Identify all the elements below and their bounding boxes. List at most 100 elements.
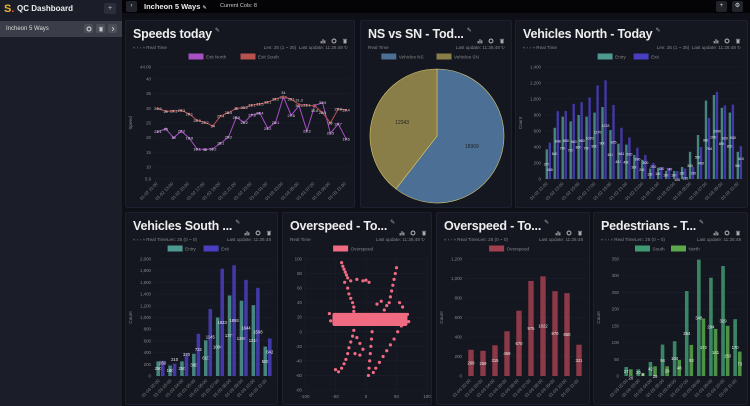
edit-icon[interactable]: ✎ [202,5,207,11]
y-tick-label: -80 [296,388,303,393]
data-label: 300 [631,166,637,170]
data-point [321,101,324,104]
data-label: 28.4 [256,112,263,116]
chart-type-icon[interactable] [477,31,483,49]
legend-label: Entry [185,247,196,252]
data-point [305,103,309,107]
edit-icon[interactable]: ✎ [235,220,241,226]
edit-icon[interactable]: ✎ [466,28,472,34]
bar [251,305,256,376]
legend-swatch [489,245,505,252]
data-label: 33.1 [288,98,295,102]
data-label: 294 [707,324,715,329]
trash-icon[interactable] [499,31,505,49]
settings-icon[interactable] [724,223,730,241]
trash-icon[interactable] [577,223,583,241]
settings-icon[interactable] [255,223,261,241]
y-tick-label: 100 [612,340,620,345]
data-point [321,111,324,114]
chart-type-icon[interactable] [713,31,719,49]
chart: Entry Exit 0 200 400 600 800 1,000 1,200 1,400 1,6… [128,245,274,398]
trash-icon[interactable] [735,31,741,49]
y-tick-label: 0 [460,374,463,379]
trash-icon[interactable] [421,223,427,241]
bar [641,373,645,376]
chart-panel: Speeds today ✎ « ‹ › » Real Time Len: 25 (… [125,20,355,208]
trash-icon[interactable] [342,31,348,49]
nav-controls[interactable]: « ‹ › » Real Time [133,45,167,50]
legend-swatch [203,245,219,252]
data-label: 29.8 [335,107,342,111]
data-label: 30.9 [295,104,302,108]
bar [172,363,177,376]
nav-controls[interactable]: « ‹ › » Real TimeLen: 25 (0 ~ 0) [133,237,197,242]
nav-controls[interactable]: « ‹ › » Real TimeLen: 25 (0 ~ 0) [444,237,508,242]
legend-label: Exit North [206,55,227,60]
chart-type-icon[interactable] [399,223,405,241]
data-label: 30.2 [240,106,247,110]
panel-title-text: Vehicles South ... [133,219,233,233]
bar [504,331,510,376]
chart-type-icon[interactable] [555,223,561,241]
settings-icon[interactable] [566,223,572,241]
bar [593,112,596,179]
panel-title: Vehicles South ... ✎ [133,219,240,233]
chart-type-icon[interactable] [713,223,719,241]
data-label: 140 [655,172,661,176]
edit-icon[interactable]: ✎ [699,220,705,226]
panel-title: Vehicles North - Today ✎ [523,27,660,41]
data-label: 27.8 [248,113,255,117]
data-point [211,147,214,150]
scatter-point [347,292,351,296]
y-tick-label: 600 [455,315,463,320]
bar [552,291,558,376]
settings-icon[interactable] [410,223,416,241]
data-label: 22.3 [303,129,310,133]
chart-type-icon[interactable] [320,31,326,49]
nav-controls[interactable]: Real Time [290,237,311,242]
data-point [203,148,207,151]
trash-icon[interactable] [266,223,272,241]
data-point [219,114,222,118]
data-label: 459 [504,351,512,356]
nav-controls[interactable]: « ‹ › » Real Time [523,45,557,50]
scatter-point [349,279,353,283]
last-update: Last update: 11:26:48 ↻ [375,237,425,242]
data-label: 8 [642,372,645,377]
edit-icon[interactable]: ✎ [390,220,396,226]
data-label: 21.5 [327,132,334,136]
back-button[interactable]: ‹ [126,1,137,12]
edit-icon[interactable]: ✎ [544,220,550,226]
trash-icon[interactable] [735,223,741,241]
settings-icon[interactable] [488,31,494,49]
data-label: 940 [571,140,577,144]
data-label: 150 [690,172,696,176]
data-label: 29 [164,110,168,114]
add-chart-button[interactable]: + [716,1,727,12]
scatter-point [344,273,349,277]
nav-controls[interactable]: « ‹ › » Real TimeLen: 25 (0 ~ 0) [601,237,665,242]
settings-icon[interactable] [84,24,93,33]
chevron-right-icon[interactable] [108,24,117,33]
chart: Vehicles NS Vehicles SN 18909 12343 [369,53,505,204]
sidebar-item-incheon[interactable]: Incheon 5 Ways [0,21,122,37]
settings-button[interactable]: ⚙ [732,1,743,12]
data-label: 48 [677,365,682,370]
last-update: Last update: 11:26:48 [226,237,271,242]
data-label: 1000 [213,344,223,349]
data-label: 960 [579,139,585,143]
data-point [219,142,222,145]
settings-icon[interactable] [724,31,730,49]
edit-icon[interactable]: ✎ [214,28,220,34]
data-label: 259 [480,361,488,366]
bar [720,107,724,179]
chart-type-icon[interactable] [244,223,250,241]
y-tick-label: 60 [297,286,302,291]
data-point [211,124,214,128]
trash-icon[interactable] [96,24,105,33]
edit-icon[interactable]: ✎ [655,28,661,34]
add-dashboard-button[interactable]: + [104,3,116,14]
settings-icon[interactable] [331,31,337,49]
scatter-point [349,296,353,300]
nav-controls[interactable]: Real Time [368,45,389,50]
